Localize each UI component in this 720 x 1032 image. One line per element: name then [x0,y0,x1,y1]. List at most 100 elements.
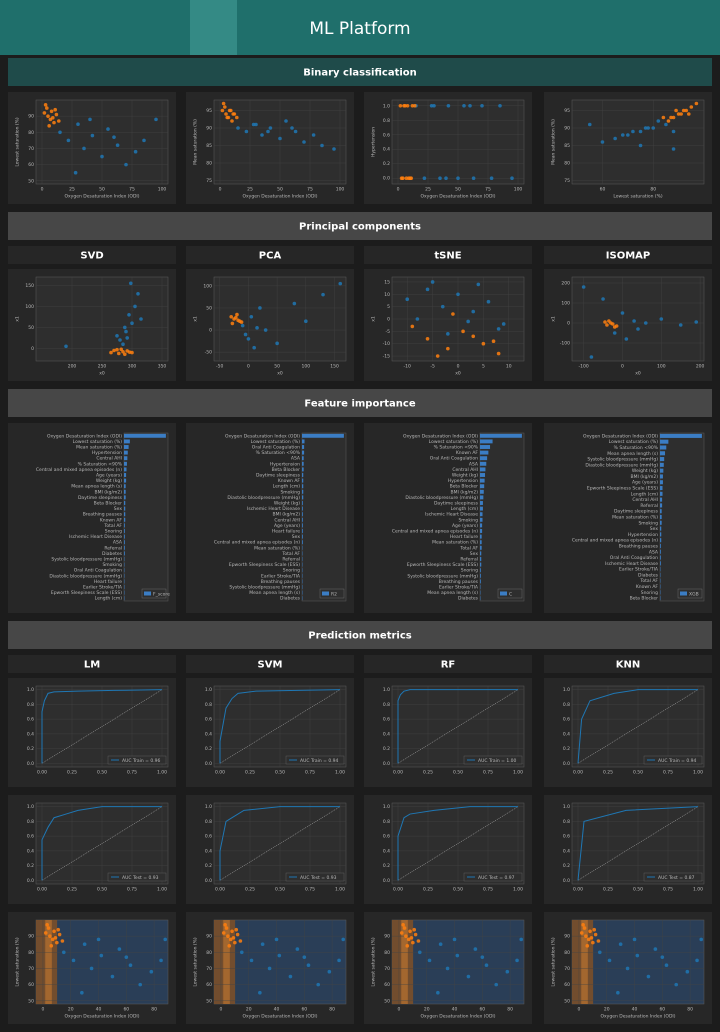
feature-label: BMI (kg/m2) [631,474,659,480]
feature-label: Oxygen Desaturation Index (ODI) [583,433,658,439]
feature-label: Mean apnea length (s) [607,451,658,457]
x-tick-label: 1.00 [157,887,167,893]
feature-label: Snoring [283,568,300,574]
y-tick-label: 95 [564,108,570,114]
data-point [112,348,116,353]
y-tick-label: 0.0 [27,878,34,884]
data-point [589,935,594,940]
data-point [100,154,104,159]
data-point [446,103,451,108]
data-point [115,347,119,352]
data-point [136,292,140,296]
feature-label: Snoring [461,568,478,574]
feature-label: Sex [650,526,659,532]
data-point [249,314,254,319]
data-point [413,932,418,937]
data-point [49,109,54,114]
plot-area [659,432,705,602]
x-axis-label: Oxygen Desaturation Index (ODI) [64,194,139,200]
data-point [632,319,636,323]
feature-label: Beta Blocker [272,467,301,473]
data-point [230,119,234,123]
legend-swatch [680,591,687,596]
feature-label: Smoking [638,520,658,526]
data-point [311,133,316,137]
x-tick-label: 0.25 [245,770,255,776]
bar [302,450,305,455]
y-tick-label: 0.6 [563,834,570,840]
data-point [154,117,158,122]
chance-line [219,689,341,764]
data-point [411,940,415,945]
data-point [249,958,254,963]
data-point [226,934,230,938]
subtitle-bar [544,655,712,673]
y-axis-label: x1 [193,316,199,322]
feature-label: Snoring [105,529,122,535]
data-point [612,331,617,335]
bar [124,450,128,455]
y-axis-label: Lowest saturation (%) [371,937,377,987]
data-point [231,935,236,940]
feature-label: Referral [460,557,478,563]
feature-label: Beta Blocker [450,484,479,490]
x-axis-label: Oxygen Desaturation Index (ODI) [242,194,317,200]
bar [480,545,482,550]
feature-label: Ischemic Heart Disease [247,506,300,512]
data-point [613,136,617,141]
data-point [632,937,637,942]
legend-box [463,755,523,765]
feature-label: Sex [470,551,479,557]
subtitle: SVD [80,251,103,262]
y-tick-label: 50 [384,998,390,1004]
x-tick-label: 1.00 [335,887,345,893]
data-point [409,176,414,181]
bar [124,495,126,500]
data-point [239,950,244,955]
x-tick-label: 0.75 [127,887,137,893]
y-tick-label: 0.8 [563,819,570,825]
feature-label: Length (cm) [95,596,123,602]
x-tick-label: 80 [329,1007,335,1013]
x-tick-label: 60 [600,187,606,193]
x-tick-label: 50 [274,364,280,370]
bar [660,532,662,537]
data-point [50,937,55,942]
y-tick-label: 80 [206,950,212,956]
data-point [494,982,499,987]
feature-label: Total AF [459,545,478,551]
data-point [252,345,256,350]
legend-label: AUC Train = 0.94 [300,758,339,764]
data-point [52,120,56,125]
y-tick-label: 50 [206,998,212,1004]
bar [124,506,126,511]
data-point [440,304,445,309]
data-point [229,314,234,319]
legend-box [285,755,345,765]
data-point [653,947,658,951]
y-tick-label: 0.2 [383,746,390,752]
feature-label: Oxygen Desaturation Index (ODI) [225,433,300,439]
data-point [403,103,408,108]
x-tick-label: 0.00 [215,887,225,893]
feature-label: Epworth Sleepiness Scale (ESS) [51,590,122,596]
bar [302,433,344,438]
legend-label: XGB [689,591,699,597]
data-point [260,133,264,137]
data-point [398,103,403,108]
x-tick-label: -50 [216,364,223,370]
data-point [229,108,233,113]
data-point [278,136,282,141]
data-point [115,143,120,148]
data-point [656,119,661,123]
y-tick-label: 85 [206,143,212,149]
legend-label: AUC Test = 0.87 [658,875,695,881]
x-tick-label: 0.75 [127,770,137,776]
data-point [48,934,52,938]
subtitle-bar [544,246,712,264]
legend-swatch [322,591,329,596]
section-bar [8,58,712,86]
data-point [304,319,308,324]
y-tick-label: 0.6 [383,834,390,840]
x-tick-label: -5 [430,364,435,370]
